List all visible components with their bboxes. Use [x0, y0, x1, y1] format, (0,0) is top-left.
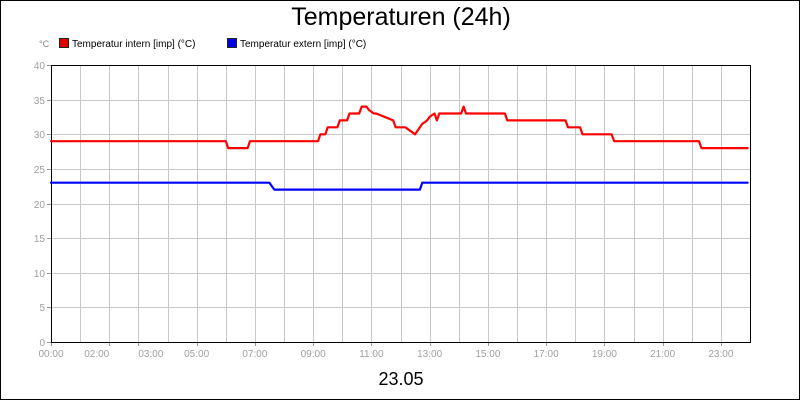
chart-title: Temperaturen (24h): [291, 3, 511, 31]
x-tick-label: 13:00: [417, 349, 442, 360]
series-line-intern: [49, 105, 749, 150]
series-line-extern: [49, 181, 749, 191]
y-tick-label: 5: [39, 303, 45, 314]
legend-swatch-extern: [227, 38, 237, 49]
y-tick-label: 30: [34, 130, 46, 141]
x-tick-label: 21:00: [650, 349, 675, 360]
y-tick-label: 15: [34, 234, 46, 245]
date-label: 23.05: [378, 369, 424, 389]
legend-item-extern: Temperatur extern [imp] (°C): [227, 38, 367, 50]
x-tick-label: 02:00: [84, 349, 109, 360]
x-tick-label: 03:00: [138, 349, 163, 360]
x-tick-label: 23:00: [708, 349, 733, 360]
y-tick-label: 25: [34, 165, 46, 176]
y-tick-label: 35: [34, 96, 46, 107]
y-unit-label: °C: [39, 39, 50, 49]
legend-swatch-intern: [59, 38, 69, 49]
legend-label-extern: Temperatur extern [imp] (°C): [240, 39, 367, 50]
x-tick-label: 11:00: [359, 349, 384, 360]
x-tick-label: 05:00: [184, 349, 209, 360]
x-tick-label: 00:00: [38, 349, 63, 360]
plot-border: [51, 65, 751, 343]
y-tick-label: 0: [39, 338, 45, 349]
y-tick-label: 10: [34, 269, 46, 280]
legend-label-intern: Temperatur intern [imp] (°C): [72, 39, 196, 50]
x-tick-label: 17:00: [534, 349, 559, 360]
x-tick-label: 15:00: [475, 349, 500, 360]
y-tick-label: 20: [34, 200, 46, 211]
legend-item-intern: Temperatur intern [imp] (°C): [59, 38, 196, 50]
y-tick-label: 40: [34, 61, 46, 72]
x-tick-label: 19:00: [592, 349, 617, 360]
x-tick-label: 09:00: [301, 349, 326, 360]
x-tick-label: 07:00: [242, 349, 267, 360]
